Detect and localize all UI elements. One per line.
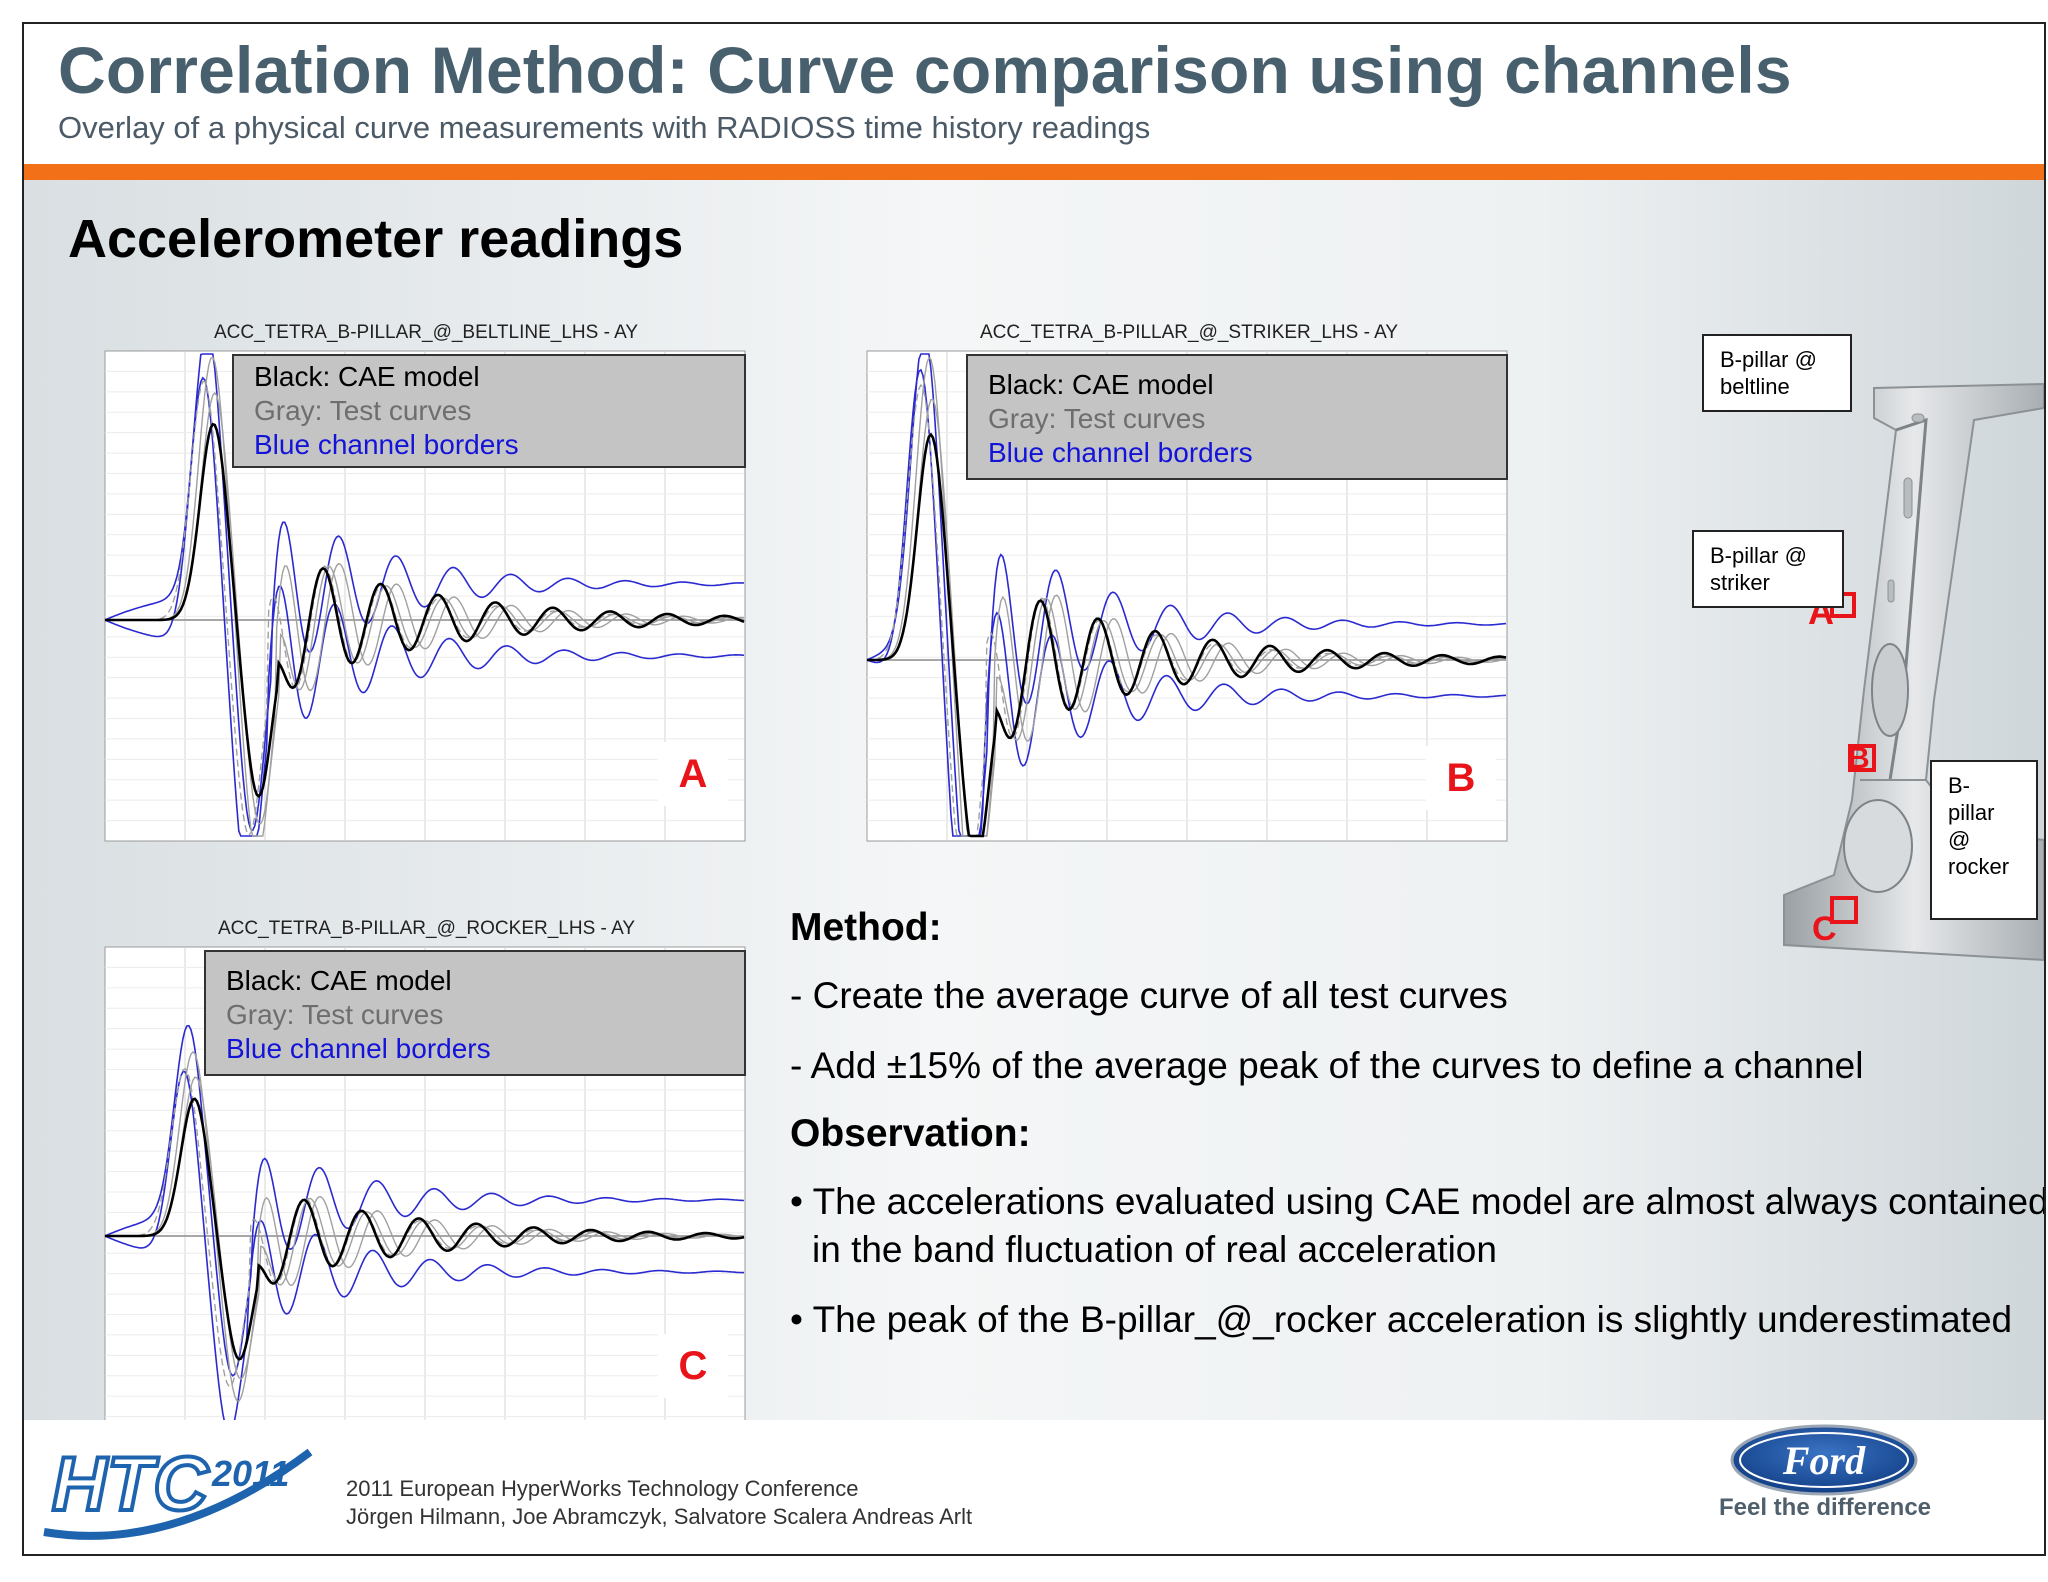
test-curve — [105, 356, 745, 837]
slide-subtitle: Overlay of a physical curve measurements… — [58, 110, 1151, 145]
channel-border-lower — [104, 1070, 744, 1433]
chart-striker: ACC_TETRA_B-PILLAR_@_STRIKER_LHS - AY Bl… — [846, 320, 1516, 842]
cae-curve — [105, 1097, 745, 1361]
marker-label-b: B — [1848, 742, 1870, 775]
chart-title: ACC_TETRA_B-PILLAR_@_STRIKER_LHS - AY — [980, 322, 1399, 343]
cae-curve — [867, 432, 1507, 838]
cae-curve — [105, 422, 745, 799]
chart-legend: Black: CAE model Gray: Test curves Blue … — [966, 354, 1508, 480]
chart-rocker: ACC_TETRA_B-PILLAR_@_ROCKER_LHS - AY Bla… — [84, 916, 754, 1438]
legend-channel: Blue channel borders — [254, 429, 519, 460]
test-curve — [105, 391, 745, 825]
authors: Jörgen Hilmann, Joe Abramczyk, Salvatore… — [346, 1504, 973, 1529]
slide-title: Correlation Method: Curve comparison usi… — [58, 33, 1792, 107]
observation-2: • The peak of the B-pillar_@_rocker acce… — [790, 1299, 2013, 1340]
channel-border-upper — [104, 1024, 745, 1377]
chart-marker-a: A — [658, 742, 728, 806]
observation-heading: Observation: — [790, 1112, 1031, 1155]
callout-beltline: B-pillar @ beltline — [1702, 334, 1852, 412]
slide: Correlation Method: Curve comparison usi… — [22, 22, 2046, 1556]
method-step-1: - Create the average curve of all test c… — [790, 975, 1508, 1016]
htc-logo-text: HTC — [52, 1442, 209, 1527]
b-pillar-image: A B C — [1783, 382, 2044, 962]
legend-cae: Black: CAE model — [254, 361, 480, 392]
chart-marker-c: C — [658, 1334, 728, 1398]
conference-name: 2011 European HyperWorks Technology Conf… — [346, 1476, 859, 1501]
channel-border-upper — [104, 353, 745, 832]
b-pillar-illustration: A B C — [1664, 360, 2044, 1060]
marker-box-c — [1830, 896, 1858, 924]
htc-2011-logo: HTC 2011 — [43, 1440, 313, 1540]
chart-legend: Black: CAE model Gray: Test curves Blue … — [232, 354, 746, 468]
section-heading: Accelerometer readings — [68, 209, 684, 269]
method-text: Method: - Create the average curve of al… — [790, 906, 2046, 1366]
observation-1: • The accelerations evaluated using CAE … — [790, 1181, 2046, 1270]
ford-tagline: Feel the difference — [1718, 1494, 1932, 1521]
method-heading: Method: — [790, 906, 942, 949]
chart-legend: Black: CAE model Gray: Test curves Blue … — [204, 950, 746, 1076]
ford-logo-text: Ford — [1782, 1438, 1866, 1483]
legend-cae: Black: CAE model — [988, 369, 1214, 400]
legend-channel: Blue channel borders — [988, 437, 1253, 468]
method-step-2: - Add ±15% of the average peak of the cu… — [790, 1045, 1864, 1086]
marker-label-c: C — [1812, 910, 1837, 948]
legend-cae: Black: CAE model — [226, 965, 452, 996]
accent-bar — [24, 164, 2044, 180]
legend-channel: Blue channel borders — [226, 1033, 491, 1064]
legend-test: Gray: Test curves — [988, 403, 1206, 434]
legend-test: Gray: Test curves — [254, 395, 472, 426]
chart-marker-b: B — [1426, 746, 1496, 810]
ford-logo: Ford — [1730, 1424, 1918, 1496]
chart-title: ACC_TETRA_B-PILLAR_@_BELTLINE_LHS - AY — [214, 322, 639, 343]
chart-title: ACC_TETRA_B-PILLAR_@_ROCKER_LHS - AY — [218, 918, 636, 939]
legend-test: Gray: Test curves — [226, 999, 444, 1030]
footer: HTC 2011 2011 European HyperWorks Techno… — [24, 1420, 2044, 1554]
content-area: Accelerometer readings ACC_TETRA_B-PILLA… — [24, 180, 2046, 1438]
callout-rocker: B- pillar @ rocker — [1930, 760, 2038, 920]
callout-striker: B-pillar @ striker — [1692, 530, 1844, 608]
htc-logo-year: 2011 — [211, 1453, 289, 1494]
chart-beltline: ACC_TETRA_B-PILLAR_@_BELTLINE_LHS - AY B… — [84, 320, 754, 842]
marker-box-b — [1848, 744, 1876, 772]
